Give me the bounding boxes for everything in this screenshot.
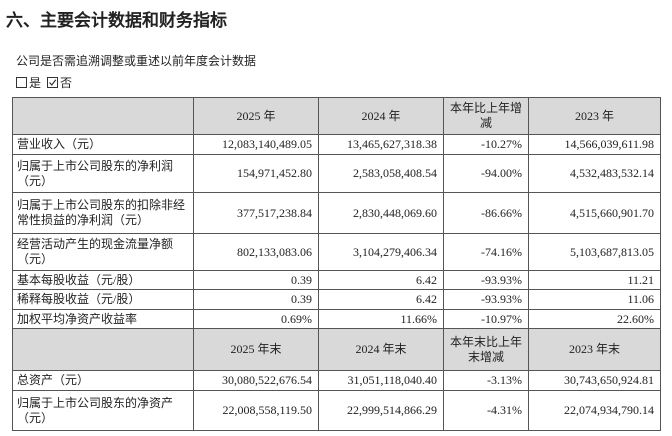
value-cell: 2,830,448,069.60: [318, 192, 444, 234]
data-row: 归属于上市公司股东的扣除非经常性损益的净利润（元） 377,517,238.84 2…: [12, 192, 661, 234]
value-cell: 13,465,627,318.38: [318, 134, 444, 155]
header-cell: 2024 年: [318, 97, 444, 135]
header-cell: 2023 年: [528, 97, 661, 135]
header-cell: 2025 年: [193, 97, 319, 135]
row-label: 营业收入（元）: [12, 134, 194, 155]
row-label: 经营活动产生的现金流量净额（元）: [12, 233, 194, 271]
value-cell: -4.31%: [443, 390, 529, 431]
value-cell: -10.27%: [443, 134, 529, 155]
option-label: 是: [29, 76, 42, 90]
value-cell: 0.39: [193, 289, 319, 310]
value-cell: 4,515,660,901.70: [528, 192, 661, 234]
value-cell: 11.21: [528, 270, 661, 290]
value-cell: -10.97%: [443, 309, 529, 329]
checkbox-checked: [47, 77, 59, 88]
row-label: 归属于上市公司股东的净利润（元）: [12, 154, 194, 193]
data-row: 总资产（元） 30,080,522,676.54 31,051,118,040.40…: [12, 370, 661, 391]
value-cell: 30,743,650,924.81: [528, 370, 661, 391]
value-cell: -86.66%: [443, 192, 529, 234]
value-cell: -93.93%: [443, 270, 529, 290]
value-cell: 22,008,558,119.50: [193, 390, 319, 431]
header-cell: [12, 97, 194, 135]
header-row: 2025 年末 2024 年末 本年末比上年末增减 2023 年末: [12, 328, 661, 371]
value-cell: 14,566,039,611.98: [528, 134, 661, 155]
option-label: 否: [60, 76, 73, 90]
header-row: 2025 年 2024 年本年比上年增减 2023 年: [12, 97, 661, 135]
financial-table: 2025 年 2024 年本年比上年增减 2023 年营业收入（元） 12,083,1…: [12, 97, 661, 431]
data-row: 经营活动产生的现金流量净额（元） 802,133,083.06 3,104,279,…: [12, 233, 661, 271]
data-row: 稀释每股收益（元/股） 0.39 6.42 -93.93% 11.06: [12, 289, 661, 310]
row-label: 总资产（元）: [12, 370, 194, 391]
data-row: 归属于上市公司股东的净资产（元） 22,008,558,119.50 22,999,…: [12, 390, 661, 431]
row-label: 基本每股收益（元/股）: [12, 270, 194, 290]
value-cell: -3.13%: [443, 370, 529, 391]
value-cell: 2,583,058,408.54: [318, 154, 444, 193]
header-cell: 本年末比上年末增减: [443, 328, 529, 371]
header-cell: 本年比上年增减: [443, 97, 529, 135]
value-cell: 30,080,522,676.54: [193, 370, 319, 391]
value-cell: -94.00%: [443, 154, 529, 193]
value-cell: 5,103,687,813.05: [528, 233, 661, 271]
value-cell: 0.69%: [193, 309, 319, 329]
data-row: 基本每股收益（元/股） 0.39 6.42 -93.93% 11.21: [12, 270, 661, 290]
value-cell: 22.60%: [528, 309, 661, 329]
header-cell: 2023 年末: [528, 328, 661, 371]
row-label: 归属于上市公司股东的净资产（元）: [12, 390, 194, 431]
value-cell: -93.93%: [443, 289, 529, 310]
value-cell: 22,074,934,790.14: [528, 390, 661, 431]
value-cell: 6.42: [318, 289, 444, 310]
row-label: 加权平均净资产收益率: [12, 309, 194, 329]
data-row: 归属于上市公司股东的净利润（元） 154,971,452.80 2,583,058,…: [12, 154, 661, 193]
data-row: 营业收入（元） 12,083,140,489.05 13,465,627,318.3…: [12, 134, 661, 155]
value-cell: 0.39: [193, 270, 319, 290]
row-label: 稀释每股收益（元/股）: [12, 289, 194, 310]
checkbox-empty: [16, 77, 27, 88]
value-cell: 377,517,238.84: [193, 192, 319, 234]
value-cell: 4,532,483,532.14: [528, 154, 661, 193]
value-cell: 31,051,118,040.40: [318, 370, 444, 391]
value-cell: 154,971,452.80: [193, 154, 319, 193]
value-cell: -74.16%: [443, 233, 529, 271]
section-title: 六、主要会计数据和财务指标: [6, 11, 227, 31]
value-cell: 802,133,083.06: [193, 233, 319, 271]
data-row: 加权平均净资产收益率 0.69% 11.66% -10.97% 22.60%: [12, 309, 661, 329]
value-cell: 22,999,514,866.29: [318, 390, 444, 431]
header-cell: [12, 328, 194, 371]
question-text: 公司是否需追溯调整或重述以前年度会计数据: [16, 54, 257, 68]
header-cell: 2024 年末: [318, 328, 444, 371]
options: 是 否: [16, 74, 72, 91]
row-label: 归属于上市公司股东的扣除非经常性损益的净利润（元）: [12, 192, 194, 234]
header-cell: 2025 年末: [193, 328, 319, 371]
value-cell: 12,083,140,489.05: [193, 134, 319, 155]
value-cell: 3,104,279,406.34: [318, 233, 444, 271]
value-cell: 6.42: [318, 270, 444, 290]
value-cell: 11.66%: [318, 309, 444, 329]
value-cell: 11.06: [528, 289, 661, 310]
